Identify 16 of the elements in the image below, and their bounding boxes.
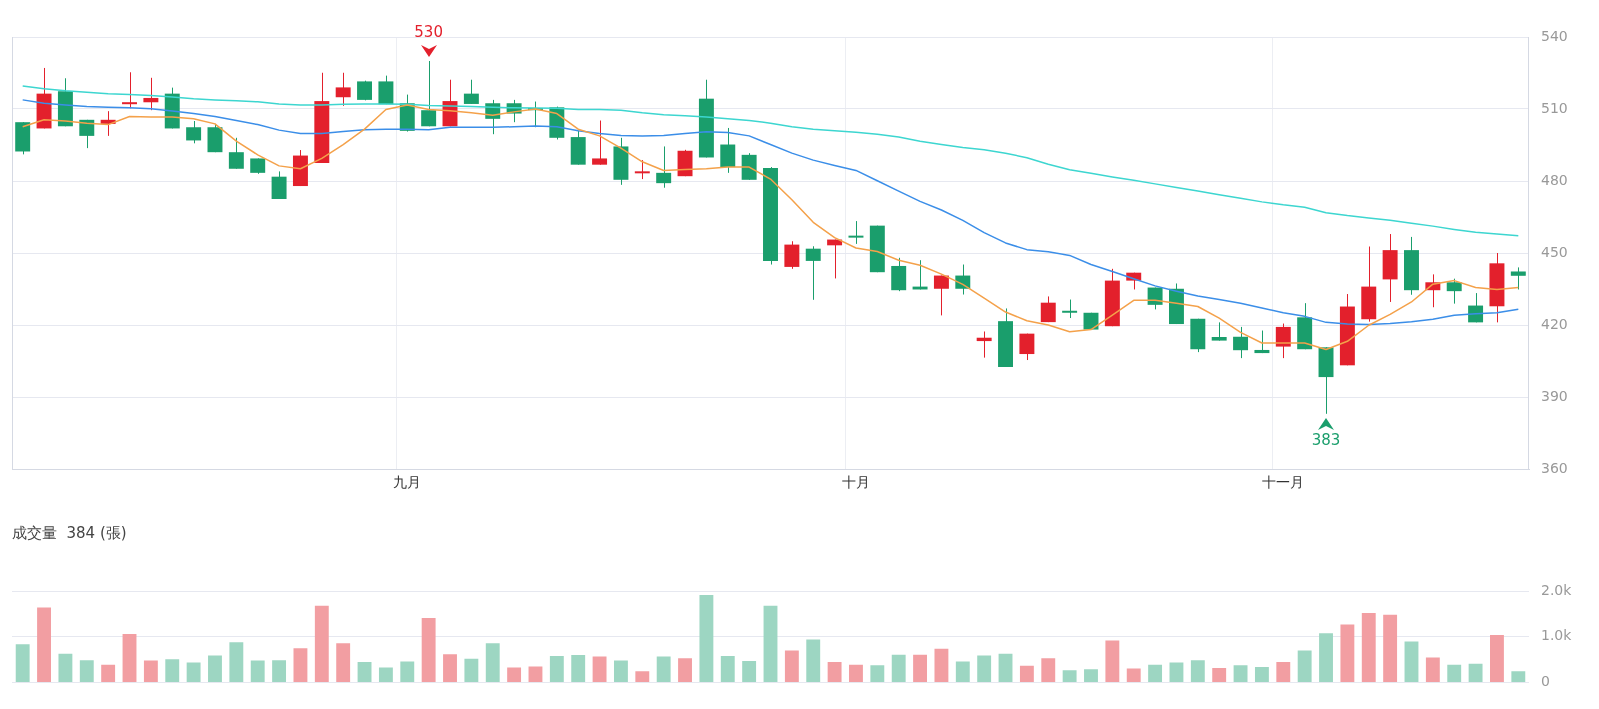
y-tick-label: 450: [1541, 243, 1568, 260]
y-tick-label: 510: [1541, 99, 1568, 116]
y-tick-label: 2.0k: [1541, 581, 1573, 598]
annotation: 383: [1311, 431, 1341, 450]
y-tick-label: 1.0k: [1541, 627, 1573, 644]
y-tick-label: 480: [1541, 171, 1568, 188]
x-tick-label: 十月: [841, 474, 870, 491]
x-tick-label: 十一月: [1262, 474, 1305, 491]
annotation: 530: [414, 23, 443, 42]
y-tick-label: 0: [1541, 673, 1550, 690]
chart-title: 成交量 384 (張): [11, 523, 128, 543]
y-tick-label: 360: [1541, 459, 1568, 476]
y-tick-label: 390: [1541, 387, 1568, 404]
x-tick-label: 九月: [393, 474, 422, 491]
y-tick-label: 420: [1541, 315, 1568, 332]
y-tick-label: 540: [1541, 27, 1568, 44]
